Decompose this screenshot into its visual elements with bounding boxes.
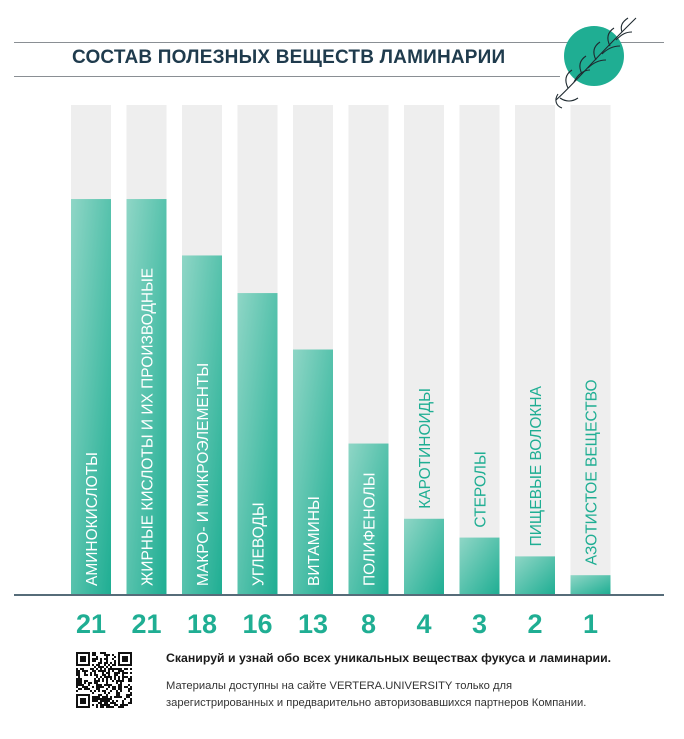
bar-track [404,105,444,594]
bar-category-label: АМИНОКИСЛОТЫ [84,452,101,586]
bar-category-label: АЗОТИСТОЕ ВЕЩЕСТВО [584,379,601,565]
bar [126,199,167,595]
bar [459,537,500,594]
footer-note-line-1: Материалы доступны на сайте VERTERA.UNIV… [166,680,513,692]
bar-category-label: ВИТАМИНЫ [306,496,323,586]
bar-value-label: 8 [361,609,376,639]
seaweed-logo-icon [555,17,637,109]
footer-note-line-2: зарегистрированных и предварительно авто… [166,697,587,709]
bar [348,443,389,594]
bar-category-label: ПИЩЕВЫЕ ВОЛОКНА [528,385,545,546]
bar [404,518,444,594]
qr-code-icon[interactable] [76,652,132,708]
bar-value-label: 4 [416,609,431,639]
bar-value-label: 3 [472,609,487,639]
bar-value-label: 13 [298,609,328,639]
bar-category-label: КАРОТИНОИДЫ [417,388,434,509]
bar-value-label: 21 [76,609,106,639]
footer-note: Материалы доступны на сайте VERTERA.UNIV… [166,678,666,712]
bar-value-label: 16 [242,609,272,639]
bar [293,349,333,594]
bar-value-label: 18 [187,609,217,639]
page-title: СОСТАВ ПОЛЕЗНЫХ ВЕЩЕСТВ ЛАМИНАРИИ [72,47,506,68]
bar-track [570,105,611,594]
bar-category-label: ЖИРНЫЕ КИСЛОТЫ И ИХ ПРОИЗВОДНЫЕ [140,268,157,586]
bar-category-label: МАКРО- И МИКРОЭЛЕМЕНТЫ [195,363,212,586]
bar-value-label: 2 [527,609,542,639]
bar [182,255,222,594]
bar-track [515,105,555,594]
bar-category-label: ПОЛИФЕНОЛЫ [362,473,379,586]
bar-value-label: 1 [583,609,598,639]
bar [237,293,278,594]
bar-category-label: СТЕРОЛЫ [473,451,490,527]
footer-headline: Сканируй и узнай обо всех уникальных вещ… [166,651,612,665]
bar-category-label: УГЛЕВОДЫ [251,502,268,586]
bar [570,575,611,594]
bar-value-label: 21 [131,609,161,639]
header-top-rule [14,42,664,43]
bar-chart: АМИНОКИСЛОТЫ ЖИРНЫЕ КИСЛОТЫ И ИХ ПРОИЗВОД… [14,105,664,639]
bar-track [459,105,500,594]
bar [71,199,111,595]
header-bottom-rule [14,76,560,77]
bar [515,556,555,594]
